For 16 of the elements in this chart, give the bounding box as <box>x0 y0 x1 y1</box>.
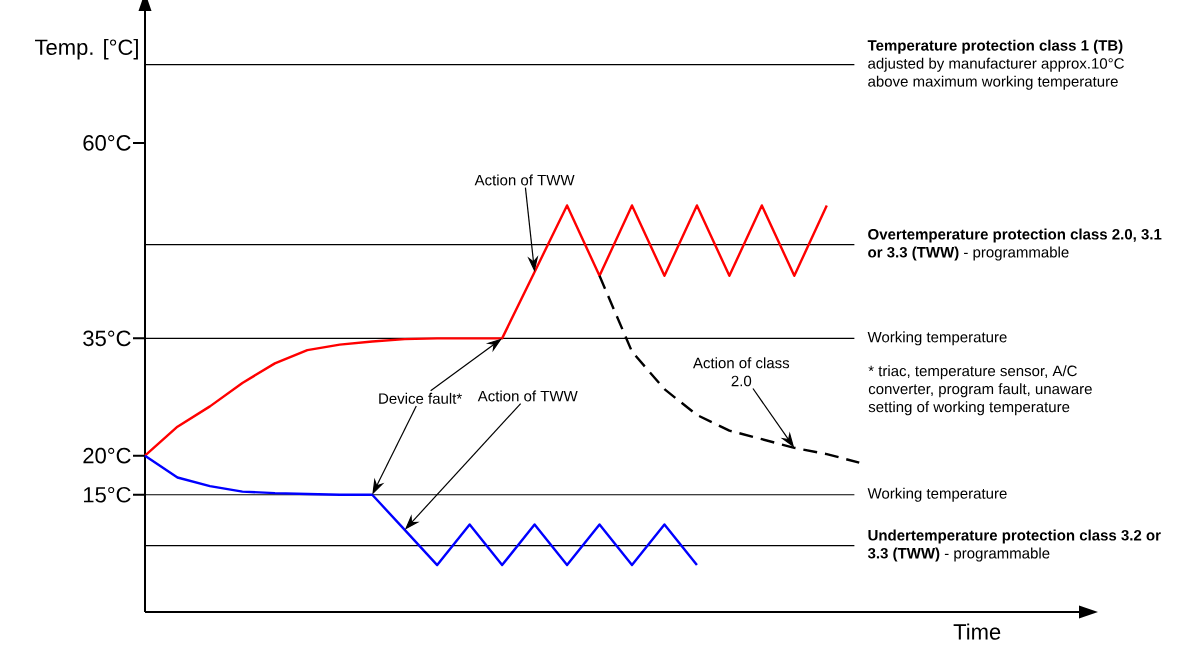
y-tick-label: 20°C <box>83 447 131 464</box>
ref-line-label: Working temperature <box>867 331 1007 346</box>
annotation: Action of TWW <box>477 390 578 402</box>
annotation: * triac, temperature sensor, A/C converter, program fault, unaware setting of working temperature <box>868 365 1092 416</box>
ref-line-label: Temperature protection class 1 (TB) adjusted by manufacturer approx.10°C above maximum working temperature <box>867 39 1124 90</box>
ref-line-label: Overtemperature protection class 2.0, 3.1 or 3.3 (TWW) - programmable <box>868 228 1162 261</box>
y-axis-title: Temp. [°C] <box>35 38 138 60</box>
y-tick-label: 15°C <box>83 486 131 503</box>
y-tick-label: 60°C <box>83 135 131 151</box>
annotation: Device fault* <box>379 392 462 404</box>
annotation: Action of TWW <box>474 174 575 186</box>
annotation: Action of class 2.0 <box>692 357 790 387</box>
y-tick-label: 35°C <box>83 330 131 347</box>
ref-line-label: Working temperature <box>867 487 1007 502</box>
x-axis-title: Time <box>953 623 1001 640</box>
ref-line-label: Undertemperature protection class 3.2 or 3.3 (TWW) - programmable <box>867 529 1161 562</box>
